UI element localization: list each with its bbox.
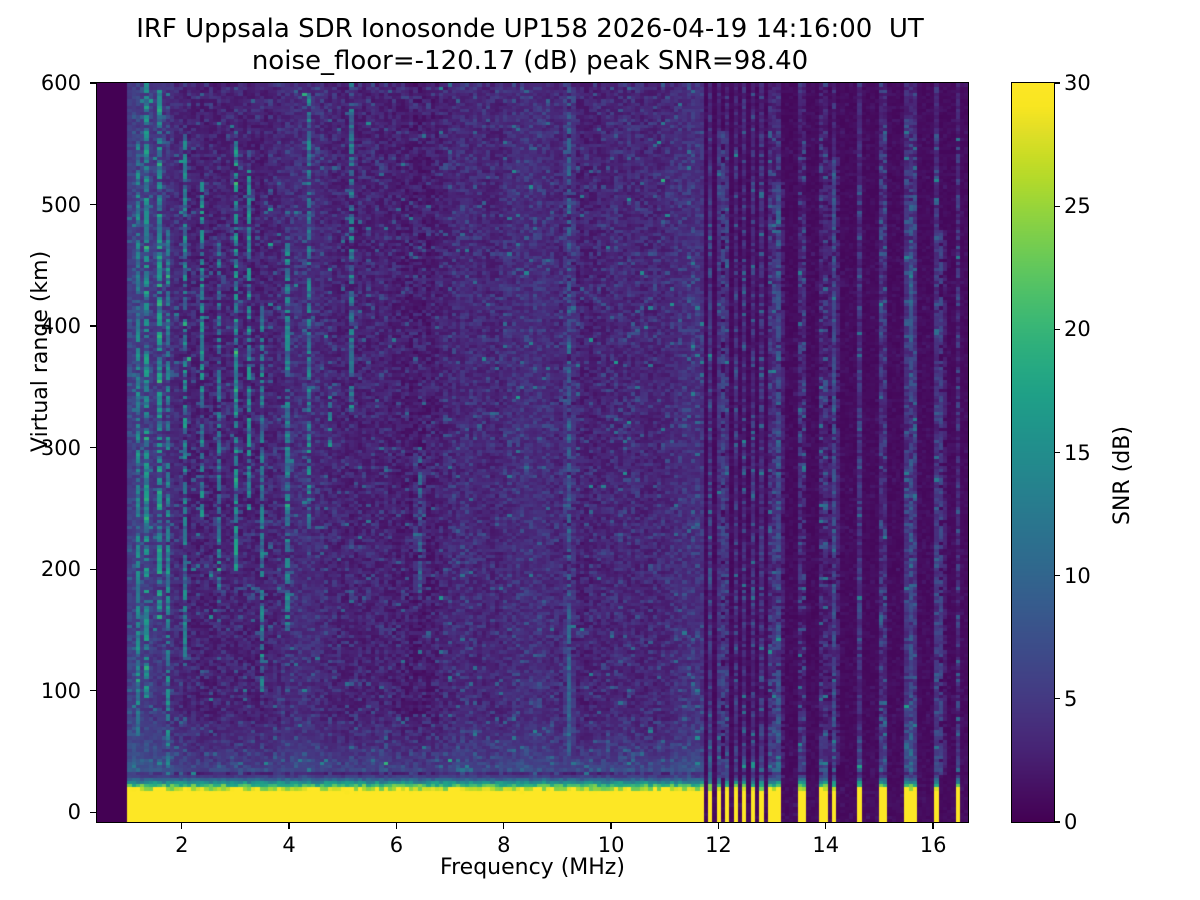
x-tick-mark bbox=[610, 822, 612, 829]
colorbar-tick-mark bbox=[1054, 575, 1060, 577]
y-tick-mark bbox=[90, 203, 97, 206]
x-tick-label: 16 bbox=[919, 833, 947, 857]
x-tick-mark bbox=[181, 822, 183, 829]
x-tick-label: 12 bbox=[705, 833, 732, 857]
colorbar-tick-label: 5 bbox=[1064, 686, 1078, 711]
x-tick-mark bbox=[825, 822, 827, 829]
x-axis-label: Frequency (MHz) bbox=[440, 855, 625, 880]
y-tick-label: 600 bbox=[40, 71, 81, 95]
x-tick-label: 14 bbox=[812, 833, 840, 857]
y-tick-label: 500 bbox=[40, 192, 81, 217]
y-tick-mark bbox=[90, 811, 97, 813]
ionogram-heatmap-canvas[interactable] bbox=[97, 83, 968, 822]
x-tick-mark bbox=[717, 822, 720, 829]
x-tick-label: 10 bbox=[597, 833, 625, 857]
colorbar-tick-label: 0 bbox=[1064, 810, 1078, 834]
x-tick-label: 6 bbox=[389, 833, 404, 857]
y-tick-mark bbox=[90, 446, 97, 449]
colorbar-tick-mark bbox=[1054, 698, 1060, 700]
colorbar-label: SNR (dB) bbox=[1110, 426, 1135, 525]
y-tick-mark bbox=[90, 82, 97, 84]
colorbar-tick-mark bbox=[1054, 205, 1060, 207]
title-line-2: noise_floor=-120.17 (dB) peak SNR=98.40 bbox=[251, 45, 809, 76]
y-tick-mark bbox=[90, 690, 97, 692]
colorbar-gradient bbox=[1012, 83, 1054, 822]
colorbar[interactable] bbox=[1012, 83, 1054, 822]
figure-title: IRF Uppsala SDR Ionosonde UP158 2026-04-… bbox=[0, 14, 1060, 77]
colorbar-tick-label: 30 bbox=[1064, 71, 1091, 95]
x-tick-label: 8 bbox=[497, 833, 511, 857]
colorbar-tick-mark bbox=[1054, 821, 1060, 823]
y-tick-label: 300 bbox=[40, 435, 81, 460]
x-tick-mark bbox=[288, 822, 290, 829]
colorbar-tick-mark bbox=[1054, 328, 1060, 330]
colorbar-tick-mark bbox=[1054, 82, 1060, 84]
colorbar-tick-label: 10 bbox=[1064, 563, 1091, 588]
x-tick-mark bbox=[932, 822, 934, 829]
y-tick-label: 0 bbox=[67, 800, 81, 825]
y-tick-label: 400 bbox=[40, 314, 81, 339]
x-tick-label: 2 bbox=[175, 833, 189, 857]
x-tick-mark bbox=[395, 822, 398, 829]
y-tick-mark bbox=[90, 325, 97, 327]
colorbar-tick-label: 15 bbox=[1064, 440, 1091, 465]
y-tick-mark bbox=[90, 568, 97, 570]
x-tick-mark bbox=[503, 822, 505, 829]
y-tick-label: 100 bbox=[40, 678, 81, 703]
title-line-1: IRF Uppsala SDR Ionosonde UP158 2026-04-… bbox=[136, 14, 924, 44]
ionogram-plot-area[interactable] bbox=[97, 83, 968, 822]
colorbar-tick-label: 20 bbox=[1064, 317, 1091, 342]
colorbar-tick-label: 25 bbox=[1064, 194, 1091, 219]
colorbar-tick-mark bbox=[1054, 451, 1060, 454]
x-tick-label: 4 bbox=[282, 833, 296, 857]
y-axis-label: Virtual range (km) bbox=[28, 250, 53, 452]
y-tick-label: 200 bbox=[40, 557, 81, 582]
